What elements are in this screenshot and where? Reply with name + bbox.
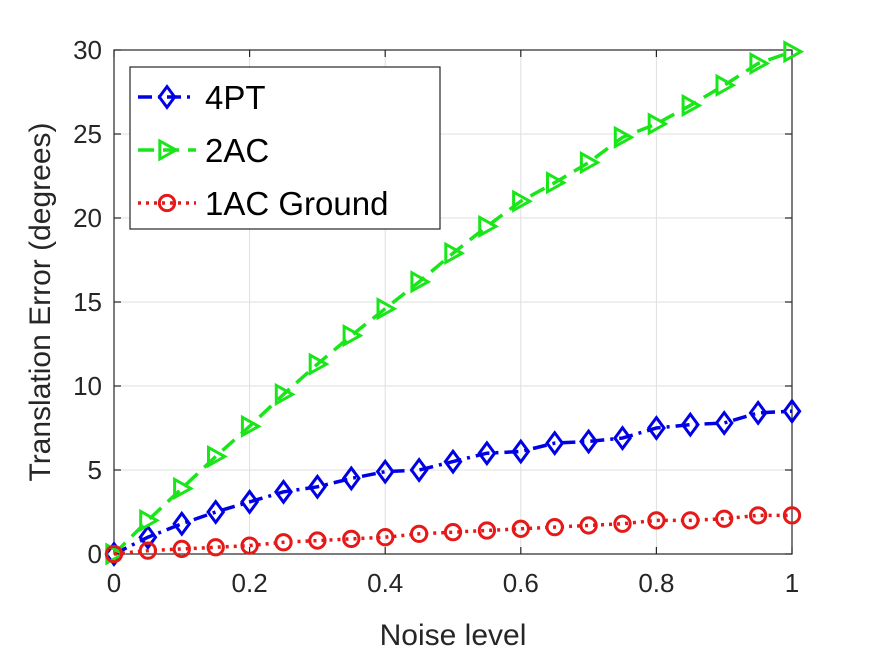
data-point-2ac xyxy=(749,51,771,75)
data-point-2ac xyxy=(308,352,330,376)
legend-marker-4pt xyxy=(157,84,177,110)
legend-marker-1ac-ground xyxy=(157,193,177,213)
x-tick-label: 0.4 xyxy=(367,568,403,598)
data-point-4pt xyxy=(748,400,768,426)
data-point-2ac xyxy=(139,508,160,532)
legend-sample-1ac-ground xyxy=(138,193,196,213)
series-line-1ac-ground xyxy=(113,513,792,556)
series-group xyxy=(104,40,805,567)
legend-marker-2ac xyxy=(158,138,180,162)
data-point-1ac-ground xyxy=(138,541,158,560)
y-tick-label: 25 xyxy=(73,119,102,149)
legend-entry-4pt: 4PT xyxy=(138,79,266,116)
data-point-1ac-ground xyxy=(545,517,564,537)
series-line-2ac xyxy=(112,50,793,556)
data-point-2ac xyxy=(579,151,601,175)
data-point-1ac-ground xyxy=(613,514,632,533)
data-point-2ac xyxy=(240,414,262,438)
x-tick-label: 0.8 xyxy=(638,568,674,598)
data-point-2ac xyxy=(410,270,432,294)
data-point-1ac-ground xyxy=(748,506,768,525)
x-tick-label: 0 xyxy=(107,568,121,598)
data-point-4pt xyxy=(782,398,802,425)
data-point-4pt xyxy=(375,458,395,485)
legend-label-4pt: 4PT xyxy=(205,79,266,116)
data-point-1ac-ground xyxy=(206,538,225,557)
legend-label-2ac: 2AC xyxy=(205,132,269,169)
series-4pt xyxy=(104,398,802,567)
x-tick-label: 1 xyxy=(785,568,799,598)
x-axis-label: Noise level xyxy=(380,619,527,652)
data-point-4pt xyxy=(714,410,734,436)
data-point-1ac-ground xyxy=(782,506,802,525)
data-point-1ac-ground xyxy=(104,544,124,564)
data-point-2ac xyxy=(546,171,567,195)
data-point-4pt xyxy=(646,415,666,441)
x-tick-label: 0.6 xyxy=(503,568,539,598)
data-point-1ac-ground xyxy=(409,524,429,543)
data-point-4pt xyxy=(307,473,327,500)
data-point-1ac-ground xyxy=(477,521,497,540)
data-point-4pt xyxy=(341,465,361,492)
data-point-1ac-ground xyxy=(443,523,463,542)
data-point-4pt xyxy=(443,448,463,475)
data-point-4pt xyxy=(138,524,158,551)
data-point-1ac-ground xyxy=(681,511,700,530)
y-tick-label: 0 xyxy=(88,539,102,569)
data-point-2ac xyxy=(613,125,635,149)
data-point-2ac xyxy=(207,445,228,469)
data-point-4pt xyxy=(680,411,700,438)
data-point-2ac xyxy=(681,93,703,117)
data-point-1ac-ground xyxy=(172,539,191,559)
data-point-1ac-ground xyxy=(376,528,395,547)
data-point-2ac xyxy=(647,112,669,136)
data-point-4pt xyxy=(545,430,565,456)
y-tick-label: 30 xyxy=(73,35,102,65)
data-point-4pt xyxy=(206,499,226,525)
legend: 4PT 2AC 1AC Ground xyxy=(129,66,441,230)
y-tick-label: 10 xyxy=(73,371,102,401)
data-point-1ac-ground xyxy=(579,516,598,535)
data-point-4pt xyxy=(172,510,192,537)
data-point-1ac-ground xyxy=(308,531,327,550)
data-point-2ac xyxy=(342,324,364,348)
legend-entry-1ac-ground: 1AC Ground xyxy=(138,185,388,222)
y-tick-label: 5 xyxy=(88,455,102,485)
data-point-4pt xyxy=(477,440,497,467)
series-line-4pt xyxy=(113,409,793,556)
data-point-1ac-ground xyxy=(511,519,530,538)
data-point-1ac-ground xyxy=(647,511,666,530)
data-point-2ac xyxy=(376,297,398,321)
legend-label-1ac-ground: 1AC Ground xyxy=(205,185,388,222)
data-point-2ac xyxy=(512,189,533,213)
legend-box xyxy=(129,66,441,230)
legend-sample-2ac xyxy=(138,138,196,162)
data-point-2ac xyxy=(173,476,194,501)
data-point-2ac xyxy=(444,241,466,265)
data-point-4pt xyxy=(612,425,633,451)
data-point-4pt xyxy=(240,489,260,515)
y-tick-label: 15 xyxy=(73,287,102,317)
data-point-1ac-ground xyxy=(240,536,259,555)
data-point-2ac xyxy=(715,73,737,97)
legend-entry-2ac: 2AC xyxy=(138,132,269,169)
data-point-2ac xyxy=(783,40,805,64)
data-point-4pt xyxy=(511,438,531,465)
data-point-2ac xyxy=(274,382,296,406)
data-point-2ac xyxy=(478,214,499,238)
y-axis-label: Translation Error (degrees) xyxy=(24,122,57,481)
legend-sample-4pt xyxy=(138,84,196,110)
series-1ac-ground xyxy=(104,506,802,564)
data-point-4pt xyxy=(273,478,294,505)
data-point-4pt xyxy=(409,457,429,483)
data-point-4pt xyxy=(579,428,599,455)
data-point-1ac-ground xyxy=(715,509,734,528)
data-point-1ac-ground xyxy=(342,529,361,549)
data-point-1ac-ground xyxy=(274,533,293,552)
x-tick-label: 0.2 xyxy=(232,568,268,598)
y-tick-label: 20 xyxy=(73,203,102,233)
